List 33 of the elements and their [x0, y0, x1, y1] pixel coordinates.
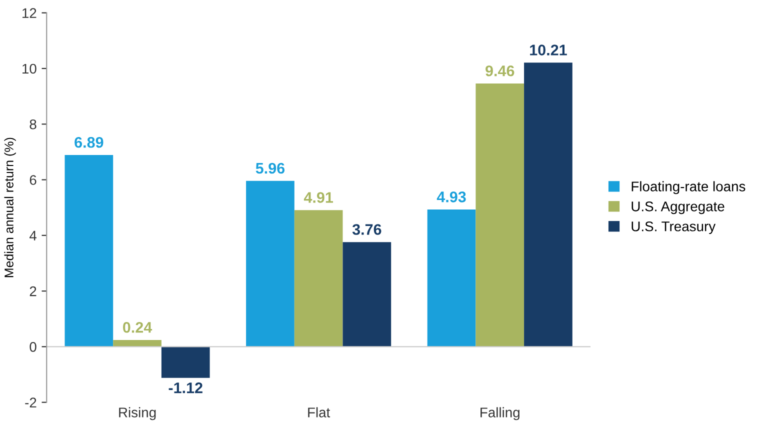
y-tick-label: -2 — [25, 398, 36, 408]
data-label: 10.21 — [530, 44, 567, 56]
data-label: 0.24 — [123, 322, 152, 333]
data-label: 9.46 — [486, 65, 514, 76]
data-label: 3.76 — [352, 224, 382, 235]
bar — [524, 62, 572, 347]
y-tick-label: 10 — [22, 64, 36, 74]
data-label: 4.93 — [436, 192, 466, 202]
bar — [113, 340, 162, 347]
x-tick-label: Falling — [480, 407, 520, 420]
y-tick-label: 6 — [30, 175, 36, 185]
data-label: -1.12 — [168, 382, 202, 394]
y-tick-label: 8 — [30, 119, 36, 130]
legend-label: U.S. Treasury — [632, 221, 716, 234]
y-tick-label: 4 — [29, 230, 36, 240]
bar — [294, 210, 343, 347]
y-tick-label: 0 — [30, 342, 36, 352]
bar — [427, 210, 476, 347]
data-label: 5.96 — [256, 162, 285, 174]
bar — [161, 346, 210, 378]
y-tick-label: 2 — [30, 286, 36, 296]
bar — [64, 155, 114, 347]
y-axis-title: Median annual return (%) — [4, 138, 16, 278]
bar — [342, 242, 392, 347]
legend-label: U.S. Aggregate — [632, 202, 724, 214]
y-tick-label: 12 — [22, 8, 36, 18]
x-tick-label: Rising — [119, 407, 156, 420]
bar — [246, 180, 294, 347]
x-tick-label: Flat — [308, 407, 330, 418]
data-label: 4.91 — [304, 192, 334, 203]
legend-label: Floating-rate loans — [632, 181, 746, 194]
bar — [476, 84, 524, 347]
data-label: 6.89 — [74, 136, 104, 148]
